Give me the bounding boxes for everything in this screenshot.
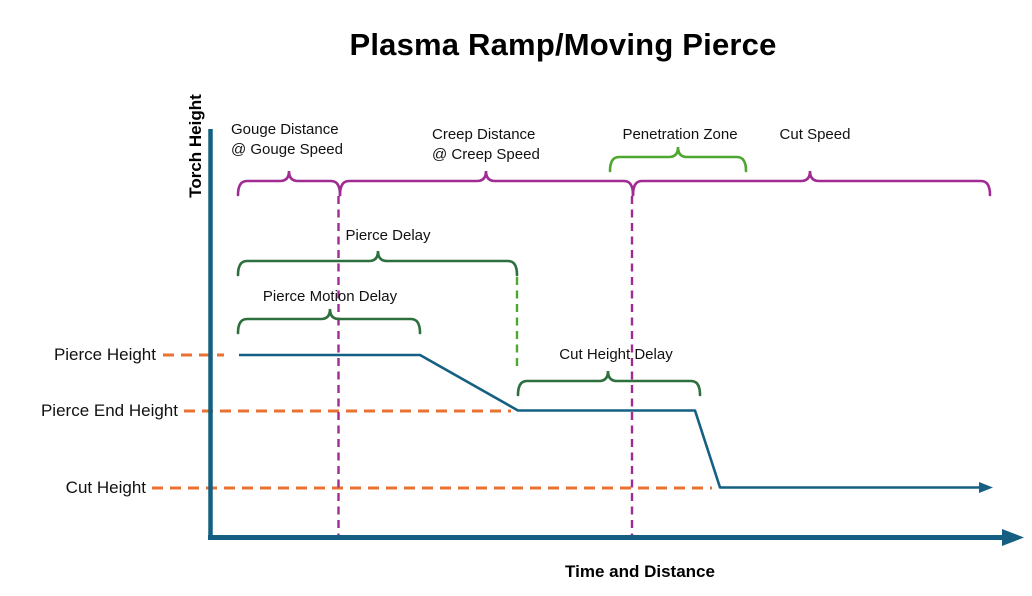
x-axis-arrowhead [1002,529,1024,546]
penetration-zone-brace [608,146,748,173]
pierce-motion-delay-label: Pierce Motion Delay [262,288,398,305]
creep-distance-brace [338,170,635,197]
cut-speed-brace [631,170,992,197]
pierce-delay-label: Pierce Delay [345,227,431,244]
pierce-end-height-label: Pierce End Height [40,401,178,420]
gouge-distance-label: Gouge Distance @ Gouge Speed [231,121,343,158]
pierce-delay-brace [236,250,519,277]
cut-height-label: Cut Height [65,478,146,497]
torch-height-profile [239,353,981,489]
x-axis-label: Time and Distance [565,562,715,581]
creep-distance-label: Creep Distance @ Creep Speed [432,126,540,163]
y-axis-label: Torch Height [186,94,205,198]
page-title: Plasma Ramp/Moving Pierce [349,27,777,62]
penetration-zone-label: Penetration Zone [622,126,738,143]
pierce-motion-delay-brace [236,308,422,335]
cut-height-delay-brace [516,370,702,397]
pierce-height-label: Pierce Height [53,345,156,364]
profile-arrowhead [979,482,993,493]
cut-height-delay-label: Cut Height Delay [559,346,673,363]
cut-speed-label: Cut Speed [779,126,851,143]
gouge-distance-brace [236,170,342,197]
